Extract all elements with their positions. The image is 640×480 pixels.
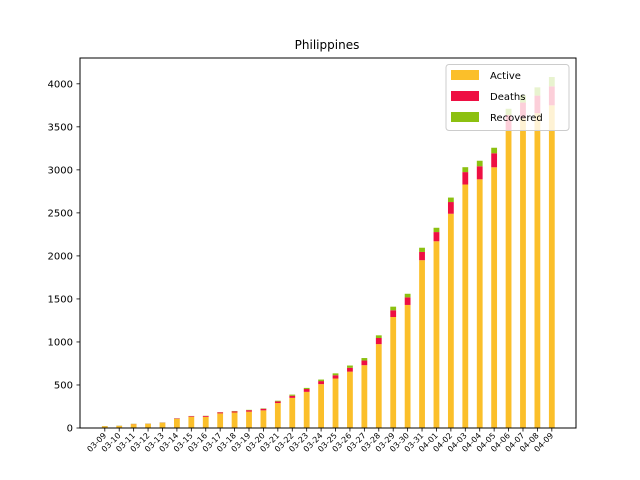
y-tick-label: 1000	[48, 337, 73, 348]
bar-active-04-06	[505, 130, 512, 428]
bar-active-04-02	[447, 213, 454, 428]
bar-recovered-03-23	[303, 387, 310, 390]
y-tick-label: 2000	[48, 251, 73, 262]
plot-frame	[79, 57, 577, 429]
bar-recovered-04-04	[476, 160, 483, 167]
y-tick-label: 2500	[48, 208, 73, 219]
bar-active-03-19	[246, 411, 252, 428]
y-tick-label: 4000	[48, 79, 73, 90]
bar-recovered-04-05	[491, 147, 498, 154]
legend: Active Deaths Recovered	[445, 64, 570, 131]
bar-deaths-03-29	[390, 310, 397, 317]
legend-swatch-deaths	[451, 91, 479, 101]
bar-active-03-13	[159, 422, 166, 428]
bar-recovered-03-26	[347, 365, 353, 368]
bar-active-04-09	[548, 105, 555, 428]
y-tick-label: 0	[67, 424, 73, 435]
legend-label-deaths: Deaths	[490, 92, 525, 103]
bar-deaths-03-19	[246, 410, 252, 412]
chart-title: Philippines	[295, 38, 360, 52]
bar-recovered-04-01	[433, 227, 440, 233]
bar-active-04-03	[462, 184, 469, 428]
bar-active-03-30	[404, 304, 411, 428]
bar-active-04-07	[520, 118, 526, 428]
bar-deaths-04-02	[447, 202, 454, 214]
bar-active-03-12	[145, 423, 151, 428]
bar-recovered-04-03	[462, 167, 469, 173]
legend-label-active: Active	[490, 71, 521, 82]
bar-active-03-14	[174, 418, 180, 428]
bar-deaths-03-27	[361, 360, 368, 366]
bar-active-03-24	[318, 384, 324, 428]
bar-deaths-03-28	[375, 338, 382, 345]
bar-deaths-03-15	[188, 416, 195, 417]
bar-deaths-03-23	[303, 389, 310, 392]
bar-active-03-22	[289, 397, 296, 428]
bar-deaths-04-04	[476, 166, 483, 180]
bars-layer	[101, 77, 555, 428]
bar-active-04-04	[476, 179, 483, 428]
bar-deaths-03-18	[231, 411, 238, 413]
bar-recovered-04-02	[447, 197, 454, 203]
bar-deaths-03-24	[318, 381, 324, 385]
bar-deaths-03-30	[404, 297, 411, 305]
bar-recovered-03-29	[390, 306, 397, 311]
bar-deaths-03-17	[217, 412, 224, 414]
bar-active-03-11	[130, 424, 137, 428]
bar-deaths-04-03	[462, 172, 469, 185]
bar-active-03-23	[303, 391, 310, 428]
x-axis: 03-0903-1003-1103-1203-1303-1403-1503-16…	[85, 428, 555, 454]
y-tick-label: 1500	[48, 294, 73, 305]
bar-recovered-03-21	[274, 400, 281, 402]
legend-swatch-recovered	[451, 112, 479, 122]
bar-deaths-04-05	[491, 153, 498, 168]
bar-active-03-20	[260, 410, 267, 428]
bar-recovered-03-27	[361, 358, 368, 361]
bar-active-03-29	[390, 317, 397, 428]
bar-active-03-09	[101, 426, 108, 428]
bar-active-03-25	[332, 378, 339, 428]
bar-recovered-03-31	[419, 247, 425, 252]
bar-recovered-03-30	[404, 293, 411, 298]
y-axis: 0 500 1000 1500 2000 2500 3000 3500 4000	[48, 79, 80, 435]
bar-deaths-03-16	[202, 415, 209, 417]
bar-active-04-08	[534, 113, 541, 428]
bar-deaths-03-20	[260, 408, 267, 411]
bar-recovered-03-24	[318, 379, 324, 382]
bar-active-03-10	[116, 425, 123, 428]
bar-deaths-03-22	[289, 395, 296, 398]
legend-label-recovered: Recovered	[490, 113, 543, 124]
bar-deaths-03-26	[347, 367, 353, 372]
bar-deaths-03-25	[332, 375, 339, 379]
bar-active-03-15	[188, 416, 195, 428]
y-tick-label: 3000	[48, 165, 73, 176]
bar-active-03-16	[202, 416, 209, 428]
bar-recovered-03-25	[332, 373, 339, 376]
legend-swatch-active	[451, 70, 479, 80]
bar-active-03-21	[274, 403, 281, 428]
y-tick-label: 500	[54, 380, 73, 391]
bar-active-03-26	[347, 371, 353, 428]
bar-active-03-31	[419, 260, 425, 428]
bar-active-03-28	[375, 344, 382, 428]
bar-recovered-03-28	[375, 335, 382, 338]
bar-recovered-03-22	[289, 394, 296, 396]
bar-active-03-17	[217, 413, 224, 428]
y-tick-label: 3500	[48, 122, 73, 133]
bar-deaths-04-01	[433, 232, 440, 242]
bar-deaths-03-21	[274, 401, 281, 404]
bar-active-04-01	[433, 241, 440, 428]
bar-active-03-27	[361, 365, 368, 428]
bar-deaths-03-31	[419, 251, 425, 261]
bar-active-03-18	[231, 412, 238, 428]
bar-active-04-05	[491, 167, 498, 428]
